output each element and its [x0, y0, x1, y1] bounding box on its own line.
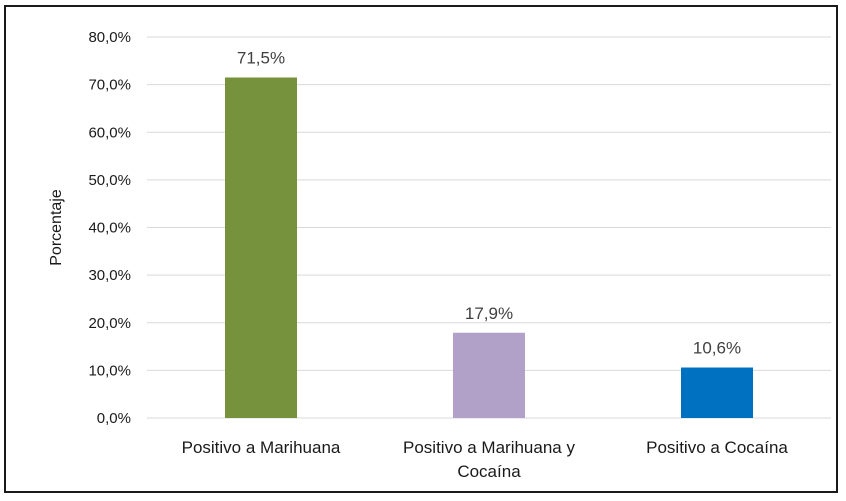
- data-label-3: 10,6%: [693, 339, 741, 358]
- bars: [225, 77, 753, 418]
- bar-chart: 0,0% 10,0% 20,0% 30,0% 40,0% 50,0% 60,0% 70,0% 8…: [48, 29, 831, 481]
- y-axis-tick-labels: 0,0% 10,0% 20,0% 30,0% 40,0% 50,0% 60,0% 70,0% 8…: [88, 29, 131, 427]
- y-tick-label: 30,0%: [88, 267, 131, 284]
- data-label-1: 71,5%: [237, 48, 285, 67]
- bar-1: [225, 77, 297, 418]
- y-tick-label: 50,0%: [88, 172, 131, 189]
- category-label-3: Positivo a Cocaína: [646, 438, 788, 457]
- y-tick-label: 0,0%: [97, 410, 131, 427]
- bar-3: [681, 367, 753, 418]
- y-tick-label: 20,0%: [88, 315, 131, 332]
- bar-2: [453, 332, 525, 418]
- y-tick-label: 60,0%: [88, 124, 131, 141]
- chart-frame: 0,0% 10,0% 20,0% 30,0% 40,0% 50,0% 60,0% 70,0% 8…: [4, 5, 838, 493]
- x-axis-category-labels: Positivo a Marihuana Positivo a Marihuana…: [182, 438, 789, 481]
- y-tick-label: 80,0%: [88, 29, 131, 46]
- data-label-2: 17,9%: [465, 304, 513, 323]
- y-tick-label: 70,0%: [88, 77, 131, 94]
- y-axis-title: Porcentaje: [48, 189, 65, 266]
- category-label-2: Positivo a Marihuana y Cocaína: [403, 438, 575, 481]
- category-label-1: Positivo a Marihuana: [182, 438, 341, 457]
- y-tick-label: 10,0%: [88, 362, 131, 379]
- data-labels: 71,5% 17,9% 10,6%: [237, 48, 741, 357]
- y-tick-label: 40,0%: [88, 220, 131, 237]
